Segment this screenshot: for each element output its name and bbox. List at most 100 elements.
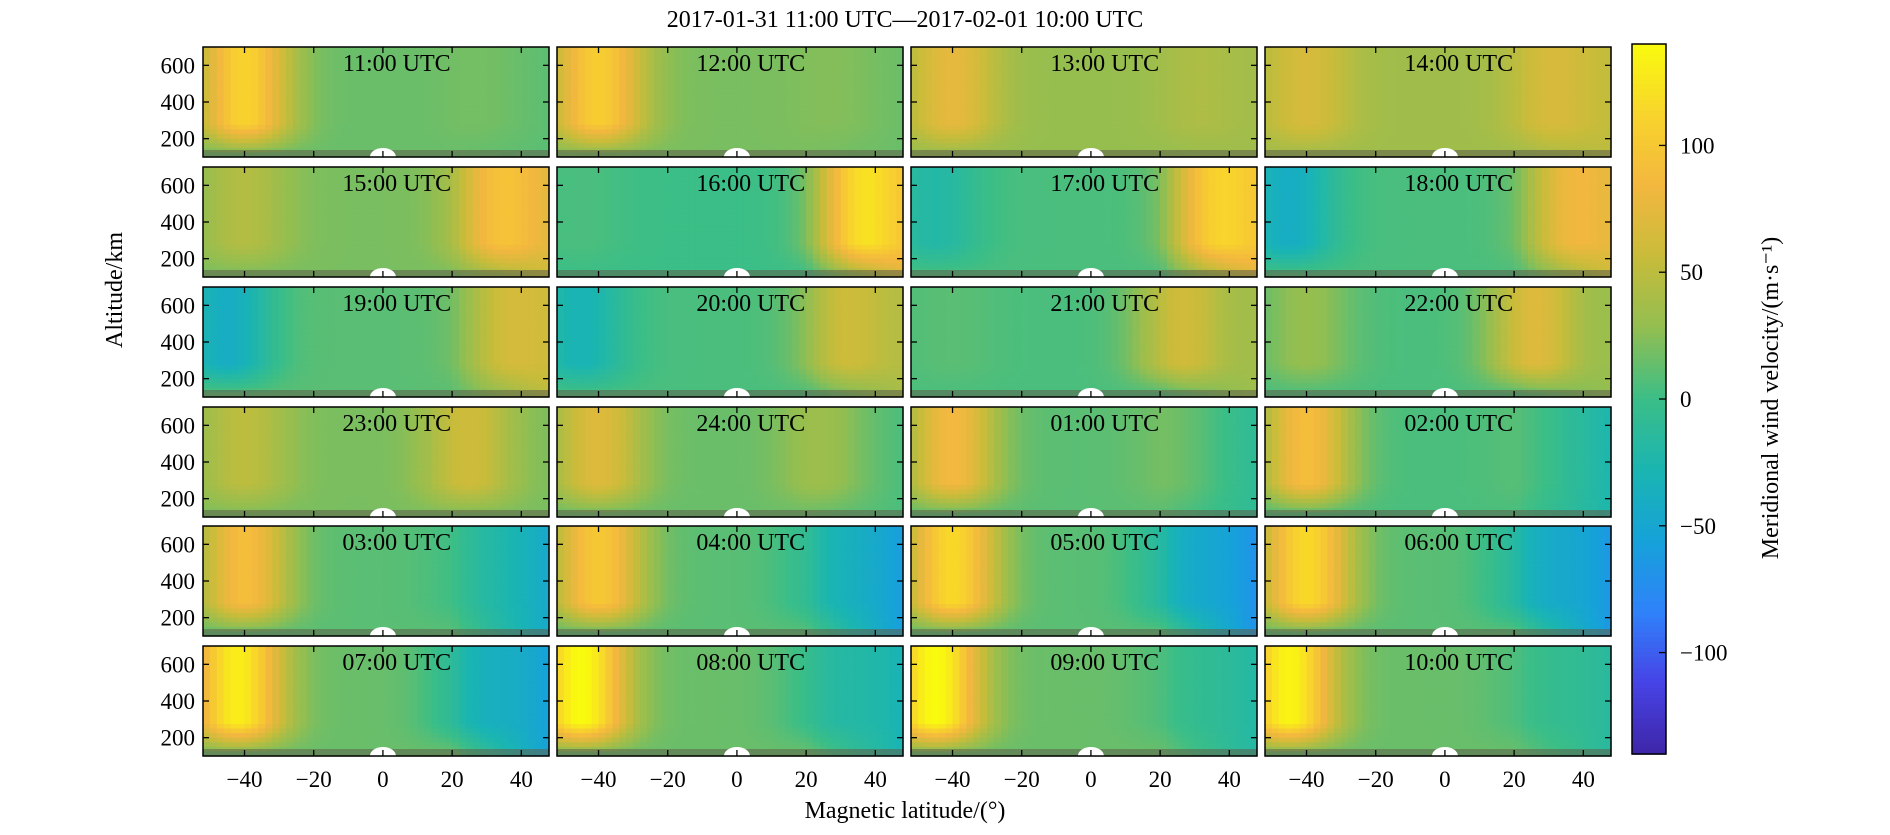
heatmap-cell <box>688 107 696 112</box>
heatmap-cell <box>1029 111 1037 116</box>
heatmap-cell <box>1174 143 1182 148</box>
heatmap-cell <box>231 111 239 116</box>
heatmap-cell <box>1195 56 1203 61</box>
heatmap-cell <box>1098 84 1106 89</box>
heatmap-cell <box>848 116 856 121</box>
heatmap-cell <box>217 47 225 52</box>
heatmap-cell <box>626 116 634 121</box>
heatmap-cell <box>390 111 398 116</box>
heatmap-cell <box>494 97 502 102</box>
heatmap-cell <box>251 75 259 80</box>
heatmap-cell <box>626 93 634 98</box>
heatmap-cell <box>640 97 648 102</box>
heatmap-cell <box>341 107 349 112</box>
heatmap-cell <box>1022 125 1030 130</box>
heatmap-cell <box>994 116 1002 121</box>
heatmap-cell <box>1313 111 1321 116</box>
heatmap-cell <box>1493 102 1501 107</box>
heatmap-cell <box>1542 134 1550 139</box>
heatmap-cell <box>889 61 897 66</box>
heatmap-cell <box>507 56 515 61</box>
heatmap-cell <box>1300 102 1308 107</box>
heatmap-cell <box>716 134 724 139</box>
heatmap-cell <box>528 172 536 177</box>
heatmap-cell <box>1452 84 1460 89</box>
heatmap-cell <box>848 139 856 144</box>
y-tick-label: 400 <box>161 90 196 115</box>
heatmap-cell <box>1341 47 1349 52</box>
heatmap-cell <box>980 65 988 70</box>
heatmap-cell <box>1597 111 1605 116</box>
heatmap-cell <box>966 56 974 61</box>
heatmap-cell <box>813 97 821 102</box>
heatmap-cell <box>564 116 572 121</box>
heatmap-cell <box>245 107 253 112</box>
heatmap-cell <box>785 120 793 125</box>
heatmap-cell <box>1293 93 1301 98</box>
heatmap-cell <box>1383 125 1391 130</box>
heatmap-cell <box>1098 79 1106 84</box>
heatmap-cell <box>397 107 405 112</box>
heatmap-cell <box>1070 111 1078 116</box>
heatmap-cell <box>612 111 620 116</box>
heatmap-cell <box>939 56 947 61</box>
heatmap-cell <box>688 134 696 139</box>
heatmap-cell <box>1410 93 1418 98</box>
heatmap-cell <box>238 134 246 139</box>
heatmap-cell <box>675 139 683 144</box>
heatmap-cell <box>1500 107 1508 112</box>
heatmap-cell <box>1015 70 1023 75</box>
heatmap-cell <box>390 93 398 98</box>
heatmap-cell <box>507 167 515 172</box>
heatmap-cell <box>473 107 481 112</box>
heatmap-cell <box>564 75 572 80</box>
heatmap-cell <box>959 61 967 66</box>
heatmap-cell <box>827 139 835 144</box>
heatmap-cell <box>376 111 384 116</box>
heatmap-cell <box>980 130 988 135</box>
heatmap-cell <box>314 139 322 144</box>
heatmap-cell <box>834 61 842 66</box>
heatmap-cell <box>1576 134 1584 139</box>
heatmap-cell <box>328 120 336 125</box>
heatmap-cell <box>1215 134 1223 139</box>
heatmap-cell <box>1362 111 1370 116</box>
heatmap-cell <box>1077 88 1085 93</box>
heatmap-cell <box>293 120 301 125</box>
heatmap-cell <box>973 143 981 148</box>
heatmap-cell <box>1576 79 1584 84</box>
heatmap-cell <box>668 84 676 89</box>
heatmap-cell <box>1320 75 1328 80</box>
heatmap-cell <box>362 125 370 130</box>
heatmap-cell <box>675 47 683 52</box>
heatmap-cell <box>966 107 974 112</box>
heatmap-cell <box>994 120 1002 125</box>
heatmap-cell <box>647 61 655 66</box>
heatmap-cell <box>633 143 641 148</box>
heatmap-cell <box>855 120 863 125</box>
heatmap-cell <box>861 75 869 80</box>
heatmap-cell <box>487 139 495 144</box>
heatmap-cell <box>778 84 786 89</box>
heatmap-cell <box>1507 93 1515 98</box>
heatmap-cell <box>1056 79 1064 84</box>
heatmap-cell <box>578 61 586 66</box>
heatmap-cell <box>1236 93 1244 98</box>
heatmap-cell <box>1167 79 1175 84</box>
heatmap-cell <box>592 139 600 144</box>
heatmap-cell <box>293 134 301 139</box>
heatmap-cell <box>1001 65 1009 70</box>
heatmap-cell <box>1029 88 1037 93</box>
heatmap-cell <box>487 88 495 93</box>
heatmap-cell <box>1576 70 1584 75</box>
heatmap-cell <box>1215 79 1223 84</box>
heatmap-cell <box>654 47 662 52</box>
heatmap-cell <box>1215 61 1223 66</box>
heatmap-cell <box>640 61 648 66</box>
heatmap-cell <box>203 172 211 177</box>
heatmap-cell <box>1132 79 1140 84</box>
heatmap-cell <box>882 79 890 84</box>
heatmap-cell <box>480 65 488 70</box>
heatmap-cell <box>1243 102 1251 107</box>
heatmap-cell <box>341 88 349 93</box>
